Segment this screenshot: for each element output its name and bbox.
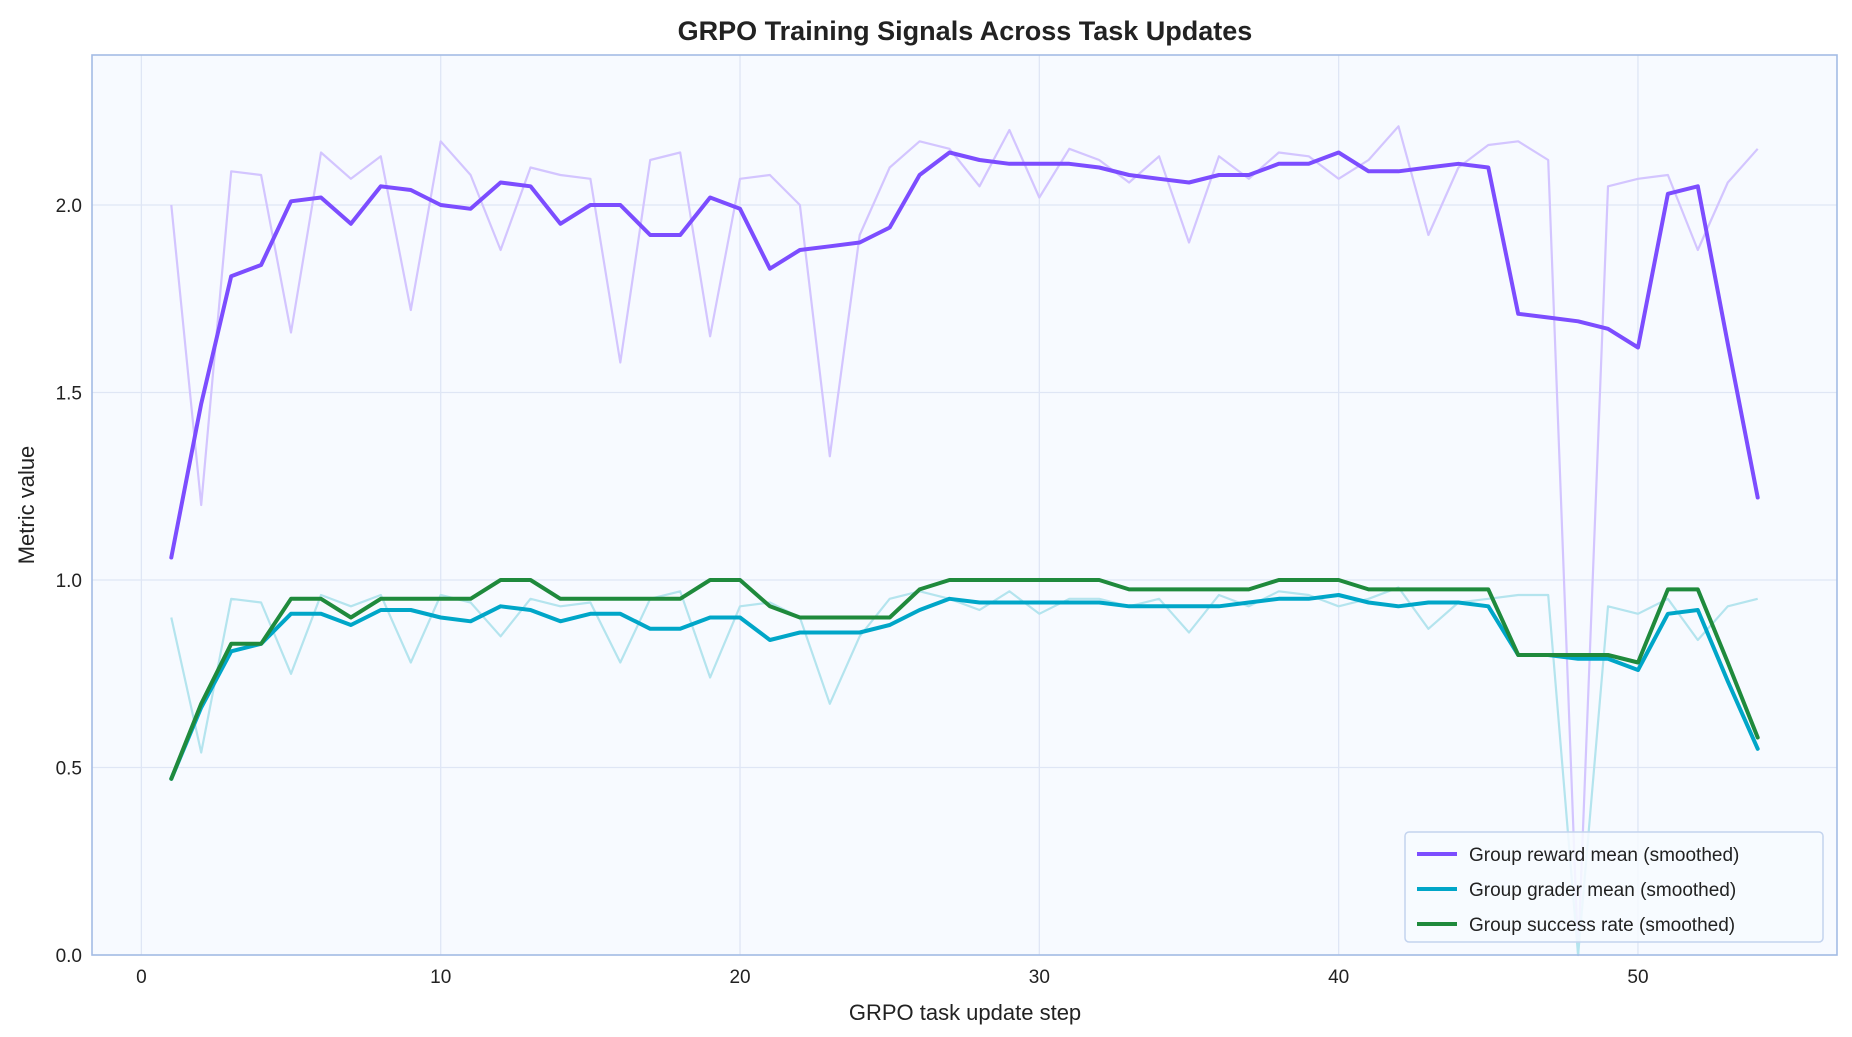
legend-label: Group grader mean (smoothed) xyxy=(1469,880,1736,901)
smoothed-series xyxy=(169,150,1760,781)
y-axis-label: Metric value xyxy=(14,446,39,565)
x-tick-label: 20 xyxy=(729,967,750,988)
y-tick-label: 2.0 xyxy=(56,196,82,217)
y-tick-label: 0.0 xyxy=(56,946,82,967)
legend-box xyxy=(1404,831,1824,943)
x-tick-label: 40 xyxy=(1328,967,1349,988)
raw-series-line xyxy=(170,125,1759,957)
x-axis-ticks: 0 10 20 30 40 50 xyxy=(136,967,1648,988)
x-axis-label: GRPO task update step xyxy=(849,1000,1081,1025)
x-tick-label: 50 xyxy=(1627,967,1648,988)
x-tick-label: 0 xyxy=(136,967,147,988)
y-tick-label: 1.0 xyxy=(56,571,82,592)
x-tick-label: 30 xyxy=(1029,967,1050,988)
legend-label: Group success rate (smoothed) xyxy=(1469,915,1735,936)
legend-label: Group reward mean (smoothed) xyxy=(1469,845,1739,866)
plot-border xyxy=(91,54,1838,956)
y-tick-label: 0.5 xyxy=(56,759,82,780)
x-tick-label: 10 xyxy=(430,967,451,988)
y-tick-label: 1.5 xyxy=(56,384,82,405)
y-axis-ticks: 0.0 0.5 1.0 1.5 2.0 xyxy=(56,196,82,967)
legend: Group reward mean (smoothed) Group grader… xyxy=(1404,831,1824,943)
chart-title: GRPO Training Signals Across Task Update… xyxy=(678,16,1253,46)
series-line xyxy=(169,150,1760,560)
series-line xyxy=(169,578,1760,781)
plot-area xyxy=(92,55,1837,955)
series-line xyxy=(169,593,1760,781)
